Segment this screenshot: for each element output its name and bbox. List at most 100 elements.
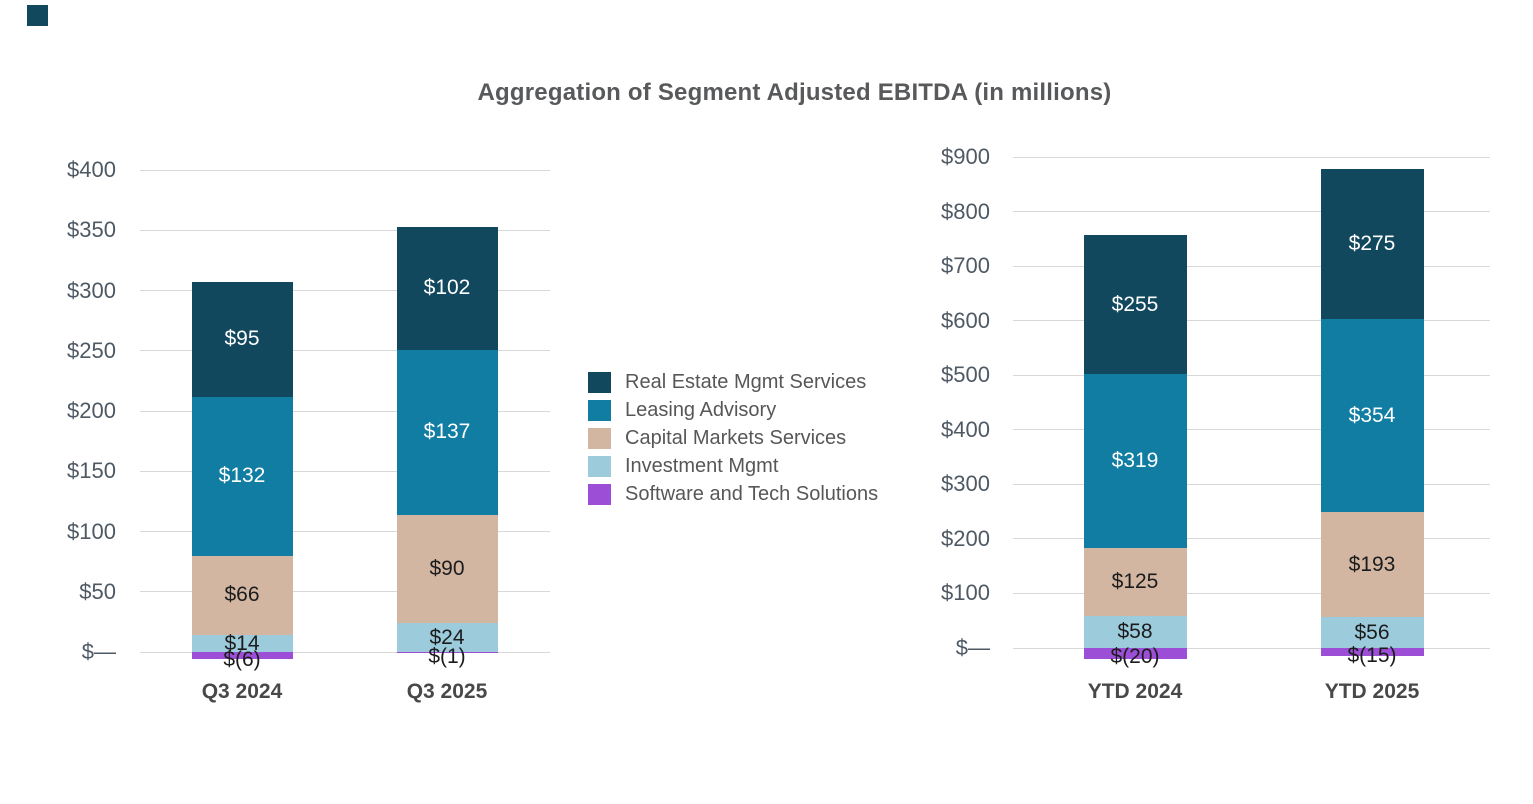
y-tick-label: $200 — [67, 398, 116, 423]
y-tick-label: $— — [81, 639, 116, 664]
legend-item: Investment Mgmt — [588, 455, 878, 477]
bar-segment-label: $354 — [1348, 403, 1396, 427]
legend-label: Leasing Advisory — [625, 398, 777, 421]
y-tick-label: $500 — [941, 362, 990, 388]
gridline — [1013, 156, 1490, 158]
legend-label: Software and Tech Solutions — [625, 482, 879, 505]
gridline — [1013, 265, 1490, 267]
bar-segment-label: $95 — [224, 327, 260, 351]
legend: Real Estate Mgmt Services Leasing Adviso… — [588, 371, 878, 511]
bar-segment — [191, 652, 293, 660]
bar-segment — [191, 635, 293, 652]
legend-swatch-icon — [588, 483, 611, 505]
gridline — [1013, 374, 1490, 376]
bar-segment-label: $125 — [1111, 570, 1159, 594]
legend-item: Real Estate Mgmt Services — [588, 371, 878, 393]
gridline — [140, 229, 550, 231]
y-tick-label: $900 — [941, 144, 990, 169]
x-category-label: Q3 2025 — [406, 680, 488, 703]
gridline — [1013, 538, 1490, 540]
bar-segment-label: $275 — [1348, 232, 1396, 256]
y-tick-label: $700 — [941, 253, 990, 279]
bar-segment-label: $(1) — [428, 644, 466, 668]
gridline — [140, 350, 550, 352]
legend-item: Capital Markets Services — [588, 427, 878, 449]
bar-segment — [191, 396, 293, 556]
gridline — [1013, 320, 1490, 322]
legend-item: Software and Tech Solutions — [588, 483, 878, 505]
y-tick-label: $300 — [67, 277, 116, 303]
bar-segment-label: $14 — [224, 631, 260, 655]
y-tick-label: $400 — [67, 157, 116, 182]
bar-segment — [1320, 169, 1424, 320]
bar-segment-label: $255 — [1111, 292, 1159, 316]
x-category-label: YTD 2025 — [1324, 680, 1420, 703]
gridline — [1013, 211, 1490, 213]
legend-swatch-icon — [588, 399, 611, 421]
bar-segment — [396, 349, 498, 515]
y-tick-label: $250 — [67, 337, 116, 363]
gridline — [140, 651, 550, 653]
y-tick-label: $400 — [941, 416, 990, 442]
gridline — [140, 591, 550, 593]
y-tick-label: $300 — [941, 471, 990, 497]
legend-swatch-icon — [588, 371, 611, 393]
x-category-label: Q3 2024 — [201, 680, 283, 703]
bar-segment-label: $(15) — [1347, 644, 1397, 668]
bar-segment — [1083, 616, 1187, 648]
legend-label: Investment Mgmt — [625, 454, 779, 477]
bar-segment-label: $193 — [1348, 552, 1396, 576]
bar-segment — [1083, 648, 1187, 659]
bar-segment-label: $56 — [1354, 620, 1390, 644]
bar-segment-label: $137 — [423, 420, 471, 444]
bar-segment — [396, 623, 498, 652]
gridline — [140, 410, 550, 412]
bar-segment — [1320, 617, 1424, 648]
y-tick-label: $50 — [79, 578, 116, 604]
bar-segment-label: $90 — [429, 556, 465, 580]
gridline — [1013, 483, 1490, 485]
bar-segment — [396, 226, 498, 350]
gridline — [140, 531, 550, 532]
gridline — [1013, 592, 1490, 594]
legend-swatch-icon — [588, 455, 611, 477]
bar-segment-label: $319 — [1111, 449, 1159, 473]
bar-segment — [1320, 648, 1424, 657]
bar-segment — [1083, 548, 1187, 617]
legend-label: Capital Markets Services — [625, 426, 847, 449]
bar-segment — [191, 282, 293, 397]
bar-segment-label: $132 — [218, 464, 266, 488]
chart-title: Aggregation of Segment Adjusted EBITDA (… — [477, 79, 1112, 106]
gridline — [1013, 647, 1490, 649]
bar-segment — [396, 652, 498, 654]
y-tick-label: $600 — [941, 307, 990, 333]
bar-segment — [396, 514, 498, 624]
bar-segment — [1083, 374, 1187, 549]
legend-swatch-icon — [588, 427, 611, 449]
y-tick-label: $200 — [941, 525, 990, 551]
y-tick-label: $800 — [941, 198, 990, 224]
y-tick-label: $100 — [67, 518, 116, 544]
gridline — [140, 290, 550, 291]
x-category-label: YTD 2024 — [1087, 680, 1183, 703]
y-tick-label: $350 — [67, 217, 116, 243]
gridline — [140, 169, 550, 171]
bar-segment — [1320, 512, 1424, 618]
y-tick-label: $100 — [941, 580, 990, 606]
legend-item: Leasing Advisory — [588, 399, 878, 421]
bar-segment-label: $58 — [1117, 620, 1153, 644]
bar-segment-label: $66 — [224, 583, 260, 607]
bar-segment — [1320, 319, 1424, 513]
bar-segment-label: $24 — [429, 625, 465, 649]
y-tick-label: $150 — [67, 458, 116, 484]
bar-segment-label: $(6) — [223, 647, 261, 671]
legend-label: Real Estate Mgmt Services — [625, 370, 867, 393]
brand-mark — [27, 5, 48, 26]
bar-segment — [191, 555, 293, 636]
gridline — [1013, 429, 1490, 431]
y-tick-label: $— — [955, 635, 990, 660]
gridline — [140, 470, 550, 472]
bar-segment — [1083, 235, 1187, 375]
bar-segment-label: $(20) — [1110, 645, 1160, 669]
